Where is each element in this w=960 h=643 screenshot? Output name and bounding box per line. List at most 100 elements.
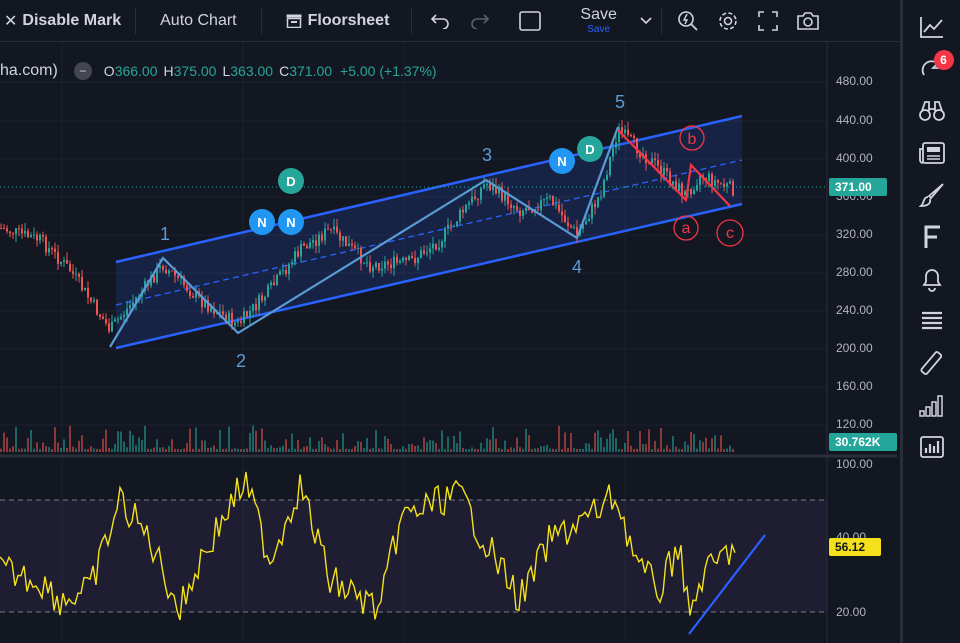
sidebar-item-fundamentals[interactable] [904, 216, 960, 257]
volume-bar [63, 439, 65, 452]
rsi-trendline[interactable] [688, 534, 766, 635]
candle-body [132, 302, 134, 306]
marker-d[interactable]: D [577, 136, 603, 162]
sidebar-item-depth[interactable] [904, 384, 960, 425]
price-chart[interactable]: 1 2 3 4 5 b a c N N D N D [0, 0, 897, 643]
volume-bar [207, 448, 209, 452]
volume-bar [87, 448, 89, 452]
candle-body [717, 180, 719, 183]
candle-body [327, 228, 329, 230]
volume-bar [96, 449, 98, 452]
volume-bar [669, 448, 671, 452]
volume-bar [198, 448, 200, 452]
sidebar-item-measure[interactable] [904, 342, 960, 383]
candle-body [21, 228, 23, 234]
candle-body [177, 275, 179, 278]
marker-n[interactable]: N [549, 148, 575, 174]
fullscreen-button[interactable] [748, 0, 788, 42]
candle-body [111, 321, 113, 332]
undo-button[interactable] [420, 0, 460, 42]
disable-mark-button[interactable]: ✕ Disable Mark [0, 0, 135, 42]
volume-bar [390, 443, 392, 452]
auto-chart-button[interactable]: Auto Chart [136, 0, 260, 42]
volume-bar [627, 431, 629, 452]
collapse-legend-button[interactable]: − [73, 62, 92, 80]
volume-bar [447, 436, 449, 452]
candle-body [729, 181, 731, 184]
candle-body [273, 282, 275, 286]
volume-bar [525, 428, 527, 452]
high-key: H [163, 63, 174, 79]
volume-bar [678, 448, 680, 452]
volume-bar [267, 448, 269, 452]
volume-bar [381, 448, 383, 452]
save-dropdown[interactable] [631, 0, 661, 42]
corrective-label-c: c [716, 219, 744, 247]
volume-bar [264, 440, 266, 452]
floorsheet-button[interactable]: Floorsheet [262, 0, 412, 42]
volume-bar [555, 448, 557, 452]
volume-bar [537, 448, 539, 452]
rsi-band [0, 500, 827, 612]
volume-bar [648, 429, 650, 452]
marker-n[interactable]: N [249, 209, 275, 235]
sidebar-item-news[interactable] [904, 132, 960, 173]
zoom-lightning-icon [678, 10, 698, 31]
volume-bar [21, 448, 23, 452]
candle-body [432, 243, 434, 249]
candle-body [267, 285, 269, 297]
candle-body [714, 180, 716, 186]
sidebar-item-order-book[interactable] [904, 300, 960, 341]
symbol-label[interactable]: ha.com) [0, 62, 58, 79]
volume-bar [228, 426, 230, 452]
volume-bar [609, 433, 611, 452]
ohlc-legend: ha.com) − O 366.00 H 375.00 L 363.00 C 3… [0, 60, 437, 82]
volume-bar [108, 447, 110, 452]
sidebar-item-analytics[interactable] [904, 426, 960, 467]
volume-bar [687, 444, 689, 452]
candle-body [429, 248, 431, 253]
channel-bottom-line[interactable] [115, 202, 743, 350]
volume-bar [450, 448, 452, 452]
volume-bar [543, 446, 545, 452]
candle-body [294, 251, 296, 263]
volume-bar [573, 448, 575, 452]
sidebar-item-alerts-feed[interactable]: 6 [904, 48, 960, 89]
candle-body [366, 262, 368, 264]
sidebar-item-notifications[interactable] [904, 258, 960, 299]
fullscreen-box-button[interactable] [510, 0, 550, 42]
volume-bar [705, 437, 707, 452]
corrective-label-a: a [673, 215, 699, 241]
open-key: O [103, 63, 115, 79]
screenshot-button[interactable] [788, 0, 828, 42]
gear-icon [719, 11, 737, 30]
sidebar-item-drawing[interactable] [904, 174, 960, 215]
volume-bar [408, 444, 410, 452]
volume-bar [195, 427, 197, 452]
elliott-wave-line[interactable] [109, 126, 620, 348]
save-sublabel: Save [587, 23, 611, 35]
settings-button[interactable] [708, 0, 748, 42]
volume-bar [144, 425, 146, 452]
sidebar-item-watchlist[interactable] [904, 6, 960, 47]
quick-search-button[interactable] [668, 0, 708, 42]
marker-n[interactable]: N [278, 209, 304, 235]
corrective-wave-line[interactable] [617, 129, 731, 207]
volume-bar [600, 437, 602, 452]
volume-bar [369, 448, 371, 452]
redo-button[interactable] [460, 0, 500, 42]
candle-body [144, 280, 146, 291]
save-button[interactable]: Save Save [572, 6, 624, 35]
f-letter-icon [924, 225, 940, 248]
marker-d[interactable]: D [278, 168, 304, 194]
sidebar-item-screener[interactable] [904, 90, 960, 131]
volume-bar [585, 443, 587, 452]
volume-bar [681, 448, 683, 452]
volume-bar [624, 442, 626, 452]
volume-bar [129, 430, 131, 452]
volume-bar [597, 430, 599, 452]
candle-body [276, 274, 278, 286]
svg-text:c: c [726, 225, 734, 242]
volume-bar [339, 448, 341, 452]
chevron-down-icon [640, 16, 652, 24]
